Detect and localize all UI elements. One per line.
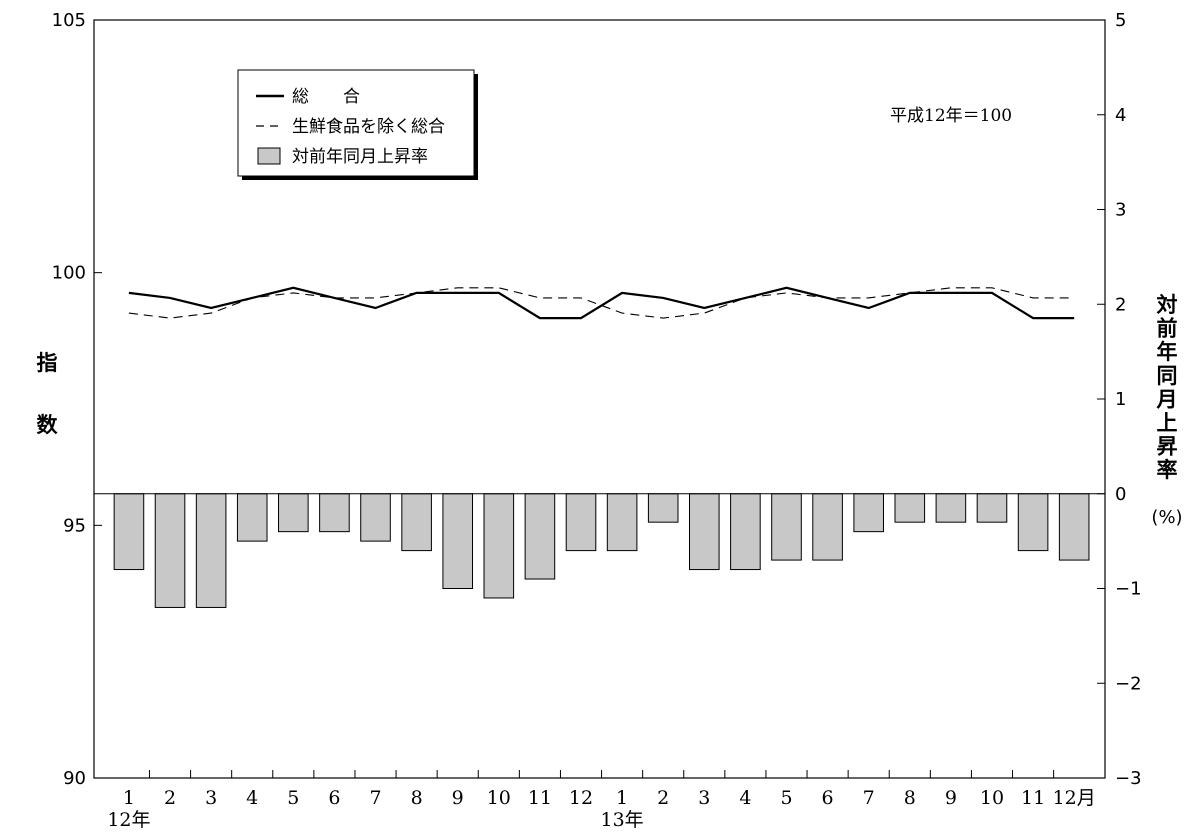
lines-group: [128, 286, 1075, 320]
rate-bar: [278, 493, 309, 533]
right-tick-label: −3: [1115, 768, 1142, 789]
right-axis-label-char: 同: [1157, 364, 1178, 388]
legend-bar-swatch: [257, 147, 281, 165]
x-tick-label: 6: [328, 787, 340, 809]
x-tick-label: 10: [487, 787, 511, 809]
left-tick-label: 105: [52, 10, 86, 31]
rate-bar: [1058, 493, 1090, 561]
legend-label-rate: 対前年同月上昇率: [292, 147, 428, 167]
x-tick-label: 11: [1021, 787, 1045, 809]
x-tick-label: 12月: [1053, 787, 1096, 809]
x-tick-label: 2: [657, 787, 669, 809]
rate-bar: [524, 493, 556, 580]
series-line-total: [128, 286, 1075, 320]
x-tick-label: 4: [246, 787, 258, 809]
x-tick-label: 3: [698, 787, 710, 809]
rate-bar: [647, 493, 679, 523]
rate-bar: [360, 493, 391, 542]
left-axis-label-char: 指: [37, 351, 58, 375]
legend: 総 合 生鮮食品を除く総合 対前年同月上昇率: [237, 69, 478, 180]
x-tick-label: 8: [411, 787, 423, 809]
x-tick-label: 9: [452, 787, 464, 809]
right-tick-label: 0: [1115, 484, 1126, 505]
x-tick-label: 12: [569, 787, 593, 809]
right-tick-label: 1: [1115, 389, 1126, 410]
right-tick-label: 2: [1115, 294, 1126, 315]
rate-bar: [935, 493, 967, 523]
rate-bar: [730, 493, 761, 571]
right-axis-label-char: 月: [1156, 387, 1178, 411]
left-tick-label: 95: [63, 515, 86, 536]
rate-bar: [853, 493, 884, 533]
right-tick-label: 5: [1115, 10, 1126, 31]
x-tick-label: 8: [904, 787, 916, 809]
year-label: 13年: [601, 809, 644, 831]
x-tick-label: 10: [980, 787, 1004, 809]
rate-bar: [812, 493, 843, 561]
legend-label-core: 生鮮食品を除く総合: [292, 117, 445, 137]
rate-bar: [319, 493, 350, 533]
x-tick-label: 6: [822, 787, 834, 809]
x-tick-label: 1: [616, 787, 628, 809]
rate-bar: [401, 493, 432, 552]
x-tick-label: 5: [287, 787, 299, 809]
x-tick-label: 11: [528, 787, 552, 809]
right-axis-label-char: 昇: [1157, 435, 1178, 459]
legend-label-total: 総 合: [292, 87, 360, 107]
right-axis-label-char: 上: [1157, 411, 1178, 435]
x-tick-label: 1: [123, 787, 135, 809]
series-line-core: [128, 287, 1075, 319]
rate-bar: [606, 493, 638, 552]
x-tick-label: 9: [945, 787, 957, 809]
x-tick-label: 5: [780, 787, 792, 809]
rate-bar: [113, 493, 145, 571]
rate-bar: [689, 493, 720, 571]
left-tick-label: 100: [52, 263, 86, 284]
rate-bar: [442, 493, 474, 589]
x-tick-label: 4: [739, 787, 751, 809]
right-axis-label-char: 年: [1157, 340, 1178, 364]
axes-group: [94, 19, 1105, 779]
x-tick-label: 2: [164, 787, 176, 809]
rate-bar: [771, 493, 802, 561]
bars-group: [113, 493, 1090, 608]
right-tick-label: 3: [1115, 200, 1126, 221]
right-tick-label: −2: [1115, 673, 1142, 694]
right-tick-label: 4: [1115, 105, 1126, 126]
rate-bar: [1017, 493, 1049, 552]
right-axis-unit: (%): [1151, 507, 1182, 528]
rate-bar: [236, 493, 268, 542]
rate-bar: [976, 493, 1008, 523]
x-tick-label: 3: [205, 787, 217, 809]
rate-bar: [483, 493, 515, 599]
year-label: 12年: [107, 809, 150, 831]
right-tick-label: −1: [1115, 579, 1142, 600]
right-axis-label-char: 前: [1157, 317, 1178, 341]
base-note: 平成12年＝100: [890, 106, 1012, 126]
rate-bar: [894, 493, 926, 523]
x-tick-label: 7: [863, 787, 875, 809]
right-axis-label-char: 対: [1157, 293, 1178, 317]
left-axis-label-char: 数: [37, 413, 59, 437]
rate-bar: [195, 493, 227, 608]
rate-bar: [154, 493, 186, 608]
left-tick-label: 90: [63, 768, 86, 789]
rate-bar: [565, 493, 597, 552]
x-tick-label: 7: [369, 787, 381, 809]
right-axis-label-char: 率: [1157, 458, 1178, 482]
